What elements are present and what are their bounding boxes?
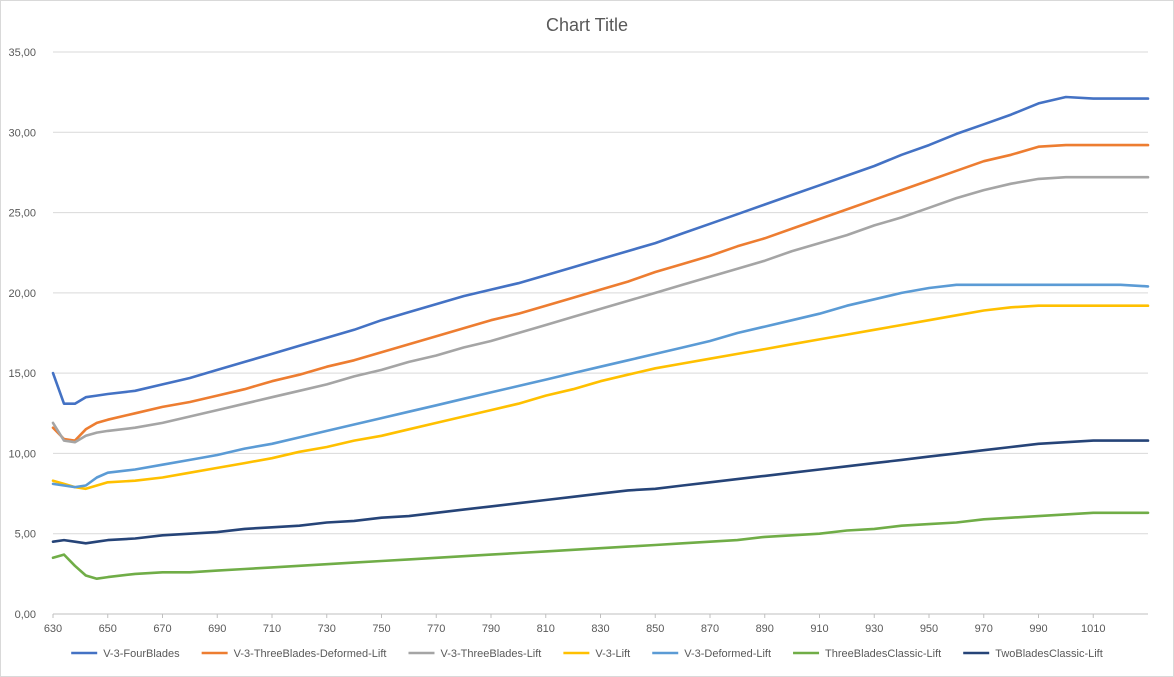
y-tick-label: 30,00 (8, 127, 36, 139)
series-lines (51, 95, 1150, 581)
legend-label: V-3-FourBlades (103, 648, 180, 660)
x-tick-label: 730 (318, 623, 336, 635)
series-line (51, 511, 1150, 581)
x-tick-label: 950 (920, 623, 938, 635)
x-tick-label: 690 (208, 623, 226, 635)
legend-label: ThreeBladesClassic-Lift (825, 648, 941, 660)
gridlines (53, 51, 1148, 615)
legend-label: TwoBladesClassic-Lift (995, 648, 1103, 660)
y-tick-label: 0,00 (15, 609, 36, 621)
series-line (51, 143, 1150, 442)
legend-item: V-3-ThreeBlades-Lift (408, 648, 541, 660)
y-tick-label: 10,00 (8, 448, 36, 460)
series-line (51, 283, 1150, 489)
x-tick-label: 770 (427, 623, 445, 635)
legend-item: ThreeBladesClassic-Lift (793, 648, 941, 660)
x-tick-label: 970 (975, 623, 993, 635)
series-line (51, 175, 1150, 444)
legend-label: V-3-ThreeBlades-Lift (440, 648, 541, 660)
series-line (51, 439, 1150, 545)
x-tick-label: 670 (153, 623, 171, 635)
series-line (51, 95, 1150, 406)
x-tick-label: 750 (372, 623, 390, 635)
legend-item: V-3-ThreeBlades-Deformed-Lift (201, 648, 387, 660)
x-tick-label: 810 (537, 623, 555, 635)
x-tick-label: 890 (756, 623, 774, 635)
axes: 0,00 5,00 10,00 15,00 20,00 25,00 30,00 35,00 63… (8, 47, 1148, 635)
y-tick-label: 25,00 (8, 208, 36, 220)
y-tick-label: 20,00 (8, 288, 36, 300)
legend-label: V-3-ThreeBlades-Deformed-Lift (234, 648, 387, 660)
series-line (51, 304, 1150, 491)
x-tick-label: 830 (591, 623, 609, 635)
x-tick-label: 650 (99, 623, 117, 635)
chart-title: Chart Title (546, 15, 628, 35)
y-tick-label: 35,00 (8, 47, 36, 59)
y-tick-label: 5,00 (15, 529, 36, 541)
legend-label: V-3-Deformed-Lift (684, 648, 771, 660)
legend-item: V-3-Lift (563, 648, 630, 660)
x-tick-label: 630 (44, 623, 62, 635)
legend-label: V-3-Lift (595, 648, 630, 660)
x-tick-label: 790 (482, 623, 500, 635)
y-tick-label: 15,00 (8, 368, 36, 380)
x-tick-label: 870 (701, 623, 719, 635)
x-tick-label: 910 (810, 623, 828, 635)
legend-item: V-3-Deformed-Lift (652, 648, 771, 660)
legend-item: TwoBladesClassic-Lift (963, 648, 1103, 660)
legend-item: V-3-FourBlades (71, 648, 180, 660)
x-tick-label: 990 (1029, 623, 1047, 635)
x-tick-label: 1010 (1081, 623, 1105, 635)
x-tick-label: 710 (263, 623, 281, 635)
legend: V-3-FourBlades V-3-ThreeBlades-Deformed-L… (71, 648, 1103, 660)
x-tick-label: 930 (865, 623, 883, 635)
x-tick-label: 850 (646, 623, 664, 635)
